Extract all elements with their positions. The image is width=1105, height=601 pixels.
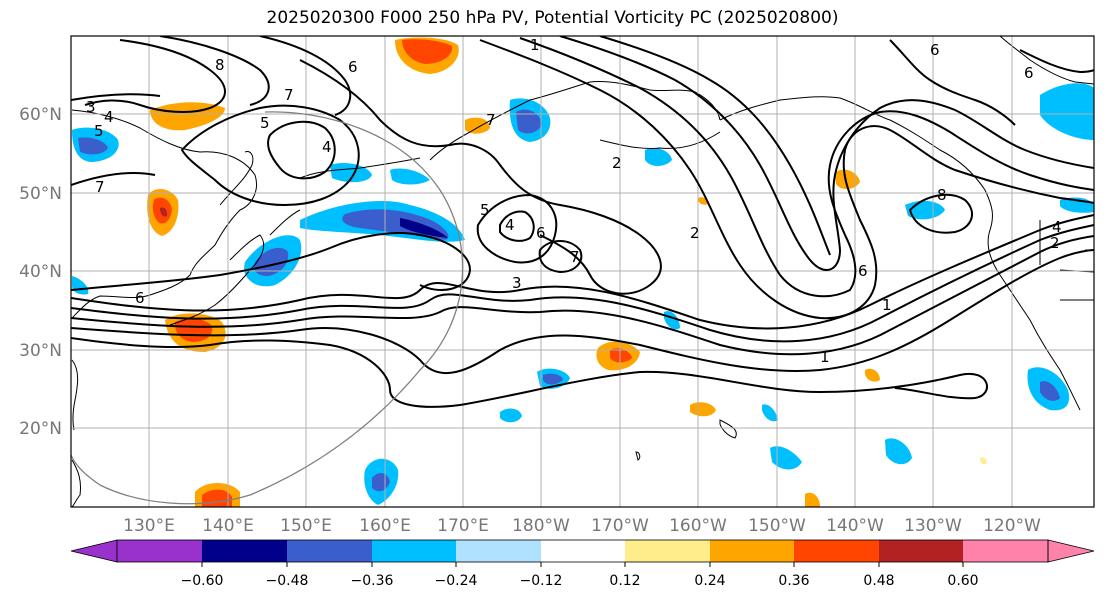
- contour-label: 6: [348, 58, 358, 76]
- map-title: 2025020300 F000 250 hPa PV, Potential Vo…: [266, 8, 839, 28]
- lon-label: 130°W: [904, 516, 962, 536]
- lon-label: 170°W: [591, 516, 649, 536]
- colorbar-tick-label: −0.36: [351, 573, 394, 589]
- lon-label: 160°W: [669, 516, 727, 536]
- contour-label: 7: [95, 178, 105, 196]
- colorbar-tick-label: 0.48: [863, 573, 894, 589]
- latitude-labels: 60°N 50°N 40°N 30°N 20°N: [19, 105, 62, 439]
- colorbar-segment: [202, 540, 287, 562]
- contour-label: 7: [570, 248, 580, 266]
- contour-label: 6: [858, 262, 868, 280]
- colorbar-tick-label: 0.12: [609, 573, 640, 589]
- contour-label: 2: [612, 154, 622, 172]
- colorbar-segment: [625, 540, 710, 562]
- colorbar-extend-low: [70, 539, 118, 563]
- contour-label: 6: [1024, 64, 1034, 82]
- map-panel: 8 6 7 3 4 5 7 5 4 1 5 7 4 6 7 2 2 3 6 1 …: [71, 36, 1094, 507]
- colorbar-segment: [710, 540, 794, 562]
- colorbar-segment: [963, 540, 1048, 562]
- contour-label: 6: [930, 41, 940, 59]
- contour-label: 1: [530, 36, 540, 54]
- contour-label: 8: [937, 186, 947, 204]
- colorbar-segment: [794, 540, 879, 562]
- lat-label: 50°N: [19, 184, 62, 204]
- contour-label: 3: [512, 274, 522, 292]
- contour-label: 6: [135, 289, 145, 307]
- lon-label: 170°E: [437, 516, 489, 536]
- colorbar-segment: [372, 540, 456, 562]
- colorbar-tick-label: 0.60: [947, 573, 978, 589]
- contour-label: 4: [322, 138, 332, 156]
- lon-label: 130°E: [123, 516, 175, 536]
- contour-label: 1: [820, 348, 830, 366]
- colorbar-tick-label: −0.24: [435, 573, 478, 589]
- contour-label: 2: [1050, 234, 1060, 252]
- contour-label: 7: [486, 111, 496, 129]
- contour-label: 4: [104, 108, 114, 126]
- colorbar-segment: [287, 540, 372, 562]
- colorbar: −0.60 −0.48 −0.36 −0.24 −0.12 0.12 0.24 …: [70, 539, 1095, 589]
- lon-label: 150°W: [748, 516, 806, 536]
- contour-label: 4: [505, 216, 515, 234]
- colorbar-segment: [456, 540, 541, 562]
- contour-label: 7: [284, 86, 294, 104]
- contour-label: 2: [690, 224, 700, 242]
- contour-label: 1: [882, 296, 892, 314]
- colorbar-tick-label: −0.48: [266, 573, 309, 589]
- lon-label: 120°W: [983, 516, 1041, 536]
- contour-label: 5: [480, 201, 490, 219]
- lon-label: 140°E: [202, 516, 254, 536]
- lon-label: 150°E: [280, 516, 332, 536]
- contour-label: 8: [215, 56, 225, 74]
- lon-label: 140°W: [826, 516, 884, 536]
- map-frame: [70, 35, 1095, 508]
- longitude-labels: 130°E 140°E 150°E 160°E 170°E 180°W 170°…: [123, 516, 1041, 536]
- lat-label: 60°N: [19, 105, 62, 125]
- colorbar-tick-label: −0.60: [181, 573, 224, 589]
- colorbar-segment: [879, 540, 963, 562]
- contour-label: 3: [86, 98, 96, 116]
- colorbar-tick-label: 0.24: [694, 573, 725, 589]
- lon-label: 160°E: [359, 516, 411, 536]
- colorbar-segment: [541, 540, 625, 562]
- contour-label: 4: [1052, 218, 1062, 236]
- colorbar-tick-label: 0.36: [778, 573, 809, 589]
- contour-label: 5: [260, 114, 270, 132]
- lat-label: 30°N: [19, 341, 62, 361]
- lat-label: 20°N: [19, 419, 62, 439]
- lat-label: 40°N: [19, 262, 62, 282]
- contour-labels: 8 6 7 3 4 5 7 5 4 1 5 7 4 6 7 2 2 3 6 1 …: [86, 36, 1062, 366]
- reference-circle: [71, 111, 464, 505]
- contour-label: 5: [94, 122, 104, 140]
- contour-label: 6: [536, 224, 546, 242]
- pv-contours: [71, 36, 1094, 408]
- colorbar-segment: [117, 540, 202, 562]
- colorbar-extend-high: [1047, 539, 1095, 563]
- colorbar-tick-label: −0.12: [520, 573, 563, 589]
- lon-label: 180°W: [512, 516, 570, 536]
